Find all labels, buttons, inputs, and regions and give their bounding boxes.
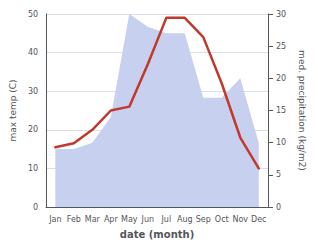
- svg-text:25: 25: [276, 42, 286, 51]
- svg-text:40: 40: [28, 48, 38, 57]
- svg-text:50: 50: [28, 10, 38, 19]
- svg-text:Dec: Dec: [251, 215, 266, 224]
- svg-text:Jun: Jun: [141, 215, 155, 224]
- svg-text:Aug: Aug: [177, 215, 193, 224]
- svg-text:May: May: [121, 215, 138, 224]
- svg-text:0: 0: [33, 203, 38, 212]
- svg-text:30: 30: [28, 87, 38, 96]
- svg-text:med. precipitation (kg/m2): med. precipitation (kg/m2): [297, 50, 307, 171]
- svg-text:0: 0: [276, 203, 281, 212]
- svg-text:15: 15: [276, 106, 286, 115]
- svg-text:Jan: Jan: [48, 215, 61, 224]
- svg-text:Sep: Sep: [196, 215, 211, 224]
- svg-text:10: 10: [28, 164, 38, 173]
- svg-text:30: 30: [276, 10, 286, 19]
- svg-text:Apr: Apr: [104, 215, 119, 224]
- svg-text:Feb: Feb: [67, 215, 81, 224]
- svg-text:10: 10: [276, 138, 286, 147]
- svg-text:20: 20: [276, 74, 286, 83]
- svg-text:Jul: Jul: [160, 215, 171, 224]
- svg-text:max temp (C): max temp (C): [8, 79, 18, 141]
- svg-text:5: 5: [276, 170, 281, 179]
- svg-text:Nov: Nov: [232, 215, 248, 224]
- svg-text:Oct: Oct: [215, 215, 229, 224]
- svg-text:date (month): date (month): [120, 229, 194, 240]
- svg-text:Mar: Mar: [85, 215, 101, 224]
- svg-text:20: 20: [28, 125, 38, 134]
